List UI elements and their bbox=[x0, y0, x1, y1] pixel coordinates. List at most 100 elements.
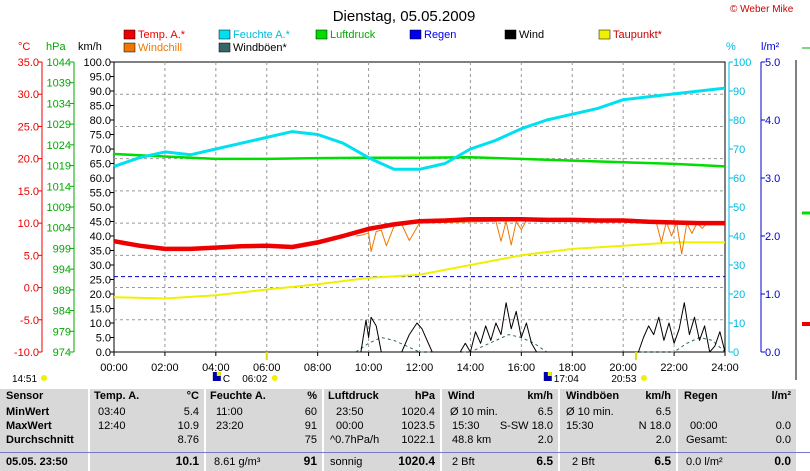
legend-label: Luftdruck bbox=[330, 29, 376, 41]
wind-axis-unit: km/h bbox=[78, 41, 102, 53]
rain-axis-label: 1.0 bbox=[765, 289, 780, 301]
moon-icon-light bbox=[216, 372, 221, 376]
humid-absolute: 8.61 g/m³ bbox=[214, 456, 261, 468]
rain-panel: Regen l/m² 00:00 0.0 Gesamt: 0.0 0.0 l/m… bbox=[678, 389, 796, 471]
rain-axis-label: 2.0 bbox=[765, 231, 780, 243]
press-stat-header: Luftdruck bbox=[328, 390, 379, 402]
temp-max-value: 10.9 bbox=[177, 420, 199, 432]
humid-axis-label: 20 bbox=[733, 289, 745, 301]
temp-axis-label: -10.0 bbox=[14, 347, 39, 359]
legend-label: Wind bbox=[519, 29, 544, 41]
legend-swatch bbox=[123, 29, 136, 40]
series-line-taupunkt bbox=[113, 241, 725, 300]
temp-min-time: 03:40 bbox=[98, 406, 126, 418]
minwert-label: MinWert bbox=[6, 406, 50, 418]
humid-min-time: 11:00 bbox=[216, 406, 243, 418]
press-axis-label: 1029 bbox=[47, 119, 71, 131]
wind-axis-label: 5.0 bbox=[96, 333, 111, 345]
temp-axis-label: 35.0 bbox=[18, 57, 39, 69]
humid-current-value: 91 bbox=[303, 454, 317, 468]
sensor-panel: Sensor MinWert MaxWert Durchschnitt 05.0… bbox=[0, 389, 88, 471]
series-group bbox=[113, 86, 726, 353]
gust-avg-value: 6.5 bbox=[655, 406, 671, 418]
press-stat-unit: hPa bbox=[414, 390, 435, 402]
press-max-value: 1023.5 bbox=[401, 420, 435, 432]
x-tick-label: 08:00 bbox=[304, 362, 332, 374]
legend-label: Windböen* bbox=[233, 42, 288, 54]
wind-panel: Wind km/h Ø 10 min. 6.5 15:30 S-SW 18.0 … bbox=[442, 389, 558, 471]
x-tick-label: 14:00 bbox=[457, 362, 485, 374]
legend-label: Taupunkt* bbox=[613, 29, 663, 41]
moon-icon bbox=[212, 372, 221, 381]
press-axis-label: 994 bbox=[53, 264, 71, 276]
rain-axis-label: 3.0 bbox=[765, 173, 780, 185]
rain-axis-label: 0.0 bbox=[765, 347, 780, 359]
press-axis-label: 1014 bbox=[47, 181, 71, 193]
plot-grid bbox=[113, 61, 726, 353]
humid-axis-label: 100 bbox=[733, 57, 751, 69]
wind-max-time: 15:30 bbox=[452, 420, 480, 432]
wind-axis-label: 40.0 bbox=[90, 231, 111, 243]
legend-label: Regen bbox=[424, 29, 456, 41]
legend-swatch bbox=[315, 29, 328, 40]
press-forecast: sonnig bbox=[330, 456, 363, 468]
wind-axis-label: 15.0 bbox=[90, 304, 111, 316]
wind-axis-label: 0.0 bbox=[96, 347, 111, 359]
humid-axis-label: 90 bbox=[733, 86, 745, 98]
gust-max-value: N 18.0 bbox=[638, 420, 671, 432]
wind-axis-label: 60.0 bbox=[90, 173, 111, 185]
legend-label: Windchill bbox=[138, 42, 182, 54]
legend-swatch bbox=[598, 29, 611, 40]
series-line-wind bbox=[355, 302, 726, 353]
rain-current-value: 0.0 bbox=[774, 454, 791, 468]
temp-axis-label: 25.0 bbox=[18, 121, 39, 133]
rain-total-label: Gesamt: bbox=[686, 434, 728, 446]
series-line-windben bbox=[355, 334, 726, 353]
sun-icon bbox=[640, 375, 647, 381]
press-axis-label: 1044 bbox=[47, 57, 71, 69]
current-date: 05.05. 23:50 bbox=[6, 456, 68, 468]
humid-stat-header: Feuchte A. bbox=[210, 390, 266, 402]
sensor-header: Sensor bbox=[6, 390, 44, 402]
wind-axis-label: 55.0 bbox=[90, 188, 111, 200]
wind-axis-label: 45.0 bbox=[90, 217, 111, 229]
humid-axis-label: 10 bbox=[733, 318, 745, 330]
x-tick-label: 12:00 bbox=[406, 362, 434, 374]
x-tick-label: 04:00 bbox=[202, 362, 230, 374]
press-axis-label: 989 bbox=[53, 285, 71, 297]
temp-axis-label: 15.0 bbox=[18, 186, 39, 198]
wind-stat-header: Wind bbox=[448, 390, 475, 402]
humid-axis-label: 70 bbox=[733, 144, 745, 156]
x-tick-label: 10:00 bbox=[355, 362, 383, 374]
press-panel: Luftdruck hPa 23:50 1020.4 00:00 1023.5 … bbox=[324, 389, 440, 471]
rain-stat-header: Regen bbox=[684, 390, 718, 402]
humid-max-value: 91 bbox=[304, 420, 317, 432]
press-min-time: 23:50 bbox=[336, 406, 364, 418]
legend-swatch bbox=[218, 42, 231, 53]
x-tick-label: 24:00 bbox=[711, 362, 739, 374]
press-axis-label: 979 bbox=[53, 326, 71, 338]
gust-stat-header: Windböen bbox=[566, 390, 620, 402]
press-axis-label: 1034 bbox=[47, 98, 71, 110]
press-trend: ^0.7hPa/h bbox=[330, 434, 380, 446]
wind-axis-label: 90.0 bbox=[90, 86, 111, 98]
temp-current-value: 10.1 bbox=[175, 454, 199, 468]
x-tick-label: 00:00 bbox=[100, 362, 128, 374]
time-mark-label: 14:51 bbox=[12, 374, 37, 385]
temp-axis-label: 20.0 bbox=[18, 154, 39, 166]
humid-stat-unit: % bbox=[307, 390, 317, 402]
wind-axis-label: 50.0 bbox=[90, 202, 111, 214]
press-avg-value: 1022.1 bbox=[401, 434, 435, 446]
x-tick-label: 20:00 bbox=[609, 362, 637, 374]
gust-stat-unit: km/h bbox=[645, 390, 671, 402]
x-tick-label: 18:00 bbox=[558, 362, 586, 374]
rain-stat-unit: l/m² bbox=[771, 390, 791, 402]
humid-avg-value: 75 bbox=[304, 434, 317, 446]
time-mark-label: C bbox=[223, 374, 230, 385]
series-line-tempa bbox=[113, 216, 725, 252]
x-tick-label: 16:00 bbox=[508, 362, 536, 374]
time-mark-label: 17:04 bbox=[554, 374, 579, 385]
series-line-feuchtea bbox=[113, 86, 726, 171]
wind-max-value: S-SW 18.0 bbox=[499, 420, 553, 432]
moon-icon-light bbox=[547, 372, 552, 376]
